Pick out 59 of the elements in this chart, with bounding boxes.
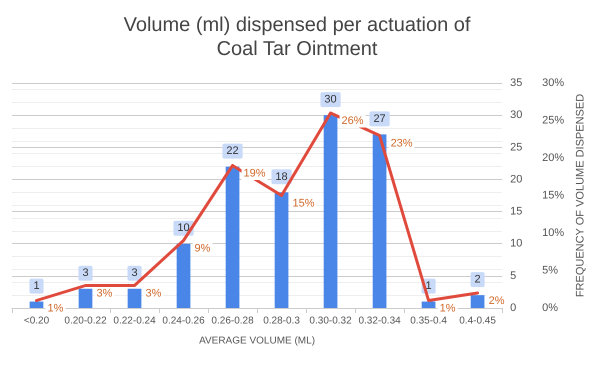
x-tick-label: 0.24-0.26 [162,316,206,326]
y-tick-label: 20 [510,173,522,186]
data-label: 18 [275,170,288,183]
x-tick-label: 0.32-0.34 [358,316,402,326]
bar [372,134,386,308]
x-tick-label: <0.20 [24,316,50,326]
x-tick-label: 0.22-0.24 [113,316,156,326]
data-label: 2% [488,295,505,307]
chart-title: Volume (ml) dispensed per actuation of Coal Tar Ointment [124,14,471,60]
data-label: 15% [292,198,315,210]
data-label: 3% [96,288,113,300]
y-tick-label: 0 [510,302,516,314]
data-label: 22 [226,145,239,158]
y-tick-label: 25 [510,141,522,154]
data-label: 9% [194,242,211,254]
data-label: 30 [324,94,337,106]
data-label: 1% [48,302,64,314]
bar [30,302,44,308]
y2-tick-label: 25% [542,114,564,126]
data-label: 19% [244,168,266,180]
y-tick-label: 30 [510,109,522,122]
x-tick-label: 0.28-0.3 [263,316,300,326]
y2-axis-title: FREQUENCY OF VOLUME DISPENSED [574,94,586,298]
data-label: 26% [342,115,364,127]
bar [274,192,288,308]
x-tick-label: 0.20-0.22 [64,316,108,326]
y-tick-label: 15 [510,206,522,218]
x-tick-label: 0.35-0.4 [410,316,448,326]
bar [422,302,436,308]
data-label: 1% [440,302,456,314]
bar [226,166,240,308]
y2-tick-label: 5% [542,264,558,276]
data-label: 3 [131,267,138,280]
bar [470,295,484,308]
y-tick-label: 5 [510,270,516,282]
x-tick-label: 0.4-0.45 [459,316,496,326]
data-label: 10 [177,222,190,234]
x-tick-label: 0.30-0.32 [309,316,352,326]
x-axis-title: AVERAGE VOLUME (ML) [199,336,316,346]
x-tick-label: 0.26-0.28 [211,316,254,326]
data-label: 2 [474,274,481,286]
bar [78,288,92,308]
y2-tick-label: 20% [542,152,564,164]
y2-tick-label: 30% [542,77,564,89]
line-series [35,112,480,302]
y2-tick-label: 0% [542,302,558,314]
y-tick-label: 10 [510,238,522,250]
data-label: 27 [373,112,386,125]
bar [176,244,190,308]
data-label: 3 [82,267,89,280]
data-label: 1 [33,280,40,292]
data-label: 1 [426,280,432,292]
data-label: 3% [146,288,162,300]
bar [324,115,338,308]
y2-tick-label: 15% [542,190,564,202]
y-tick-label: 35 [510,77,522,89]
bar [128,288,142,308]
data-label: 23% [390,138,413,150]
y2-tick-label: 10% [542,227,564,239]
